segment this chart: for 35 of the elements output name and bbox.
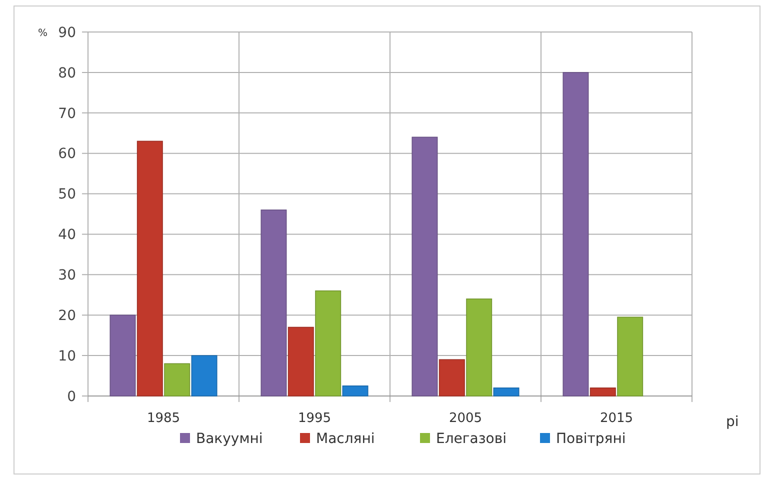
x-tick-label: 1995	[298, 411, 332, 426]
legend-label: Елегазові	[436, 430, 506, 447]
bar	[288, 326, 314, 396]
bar	[136, 140, 163, 396]
legend-label: Вакуумні	[196, 430, 263, 447]
bar	[110, 314, 136, 396]
bar	[342, 385, 368, 396]
bar	[260, 210, 287, 396]
y-tick-label: 90	[58, 24, 76, 41]
legend-label: Масляні	[316, 430, 375, 447]
legend-label: Повітряні	[556, 430, 626, 447]
y-tick-label: 80	[58, 65, 76, 82]
bar	[493, 388, 520, 396]
y-tick-label: 20	[58, 308, 76, 324]
bar	[562, 72, 589, 396]
bar	[617, 316, 644, 396]
y-tick-label: 70	[58, 106, 76, 122]
y-tick-label: 40	[58, 227, 76, 244]
x-tick-label: 2005	[448, 411, 482, 426]
bar	[315, 290, 342, 396]
bar	[191, 355, 218, 396]
y-tick-label: 60	[58, 146, 76, 162]
y-axis-title: %	[38, 28, 48, 39]
x-axis-title: рі	[726, 414, 739, 430]
y-tick-label: 10	[58, 348, 76, 364]
x-tick-label: 1985	[146, 411, 180, 426]
bar	[438, 359, 465, 396]
bar	[466, 298, 492, 396]
bar	[590, 388, 616, 396]
y-tick-label: 0	[67, 388, 76, 405]
x-tick-label: 2015	[600, 411, 634, 426]
bar	[164, 363, 190, 396]
y-tick-label: 50	[58, 186, 76, 203]
y-tick-label: 30	[58, 268, 76, 284]
bar	[412, 136, 438, 396]
